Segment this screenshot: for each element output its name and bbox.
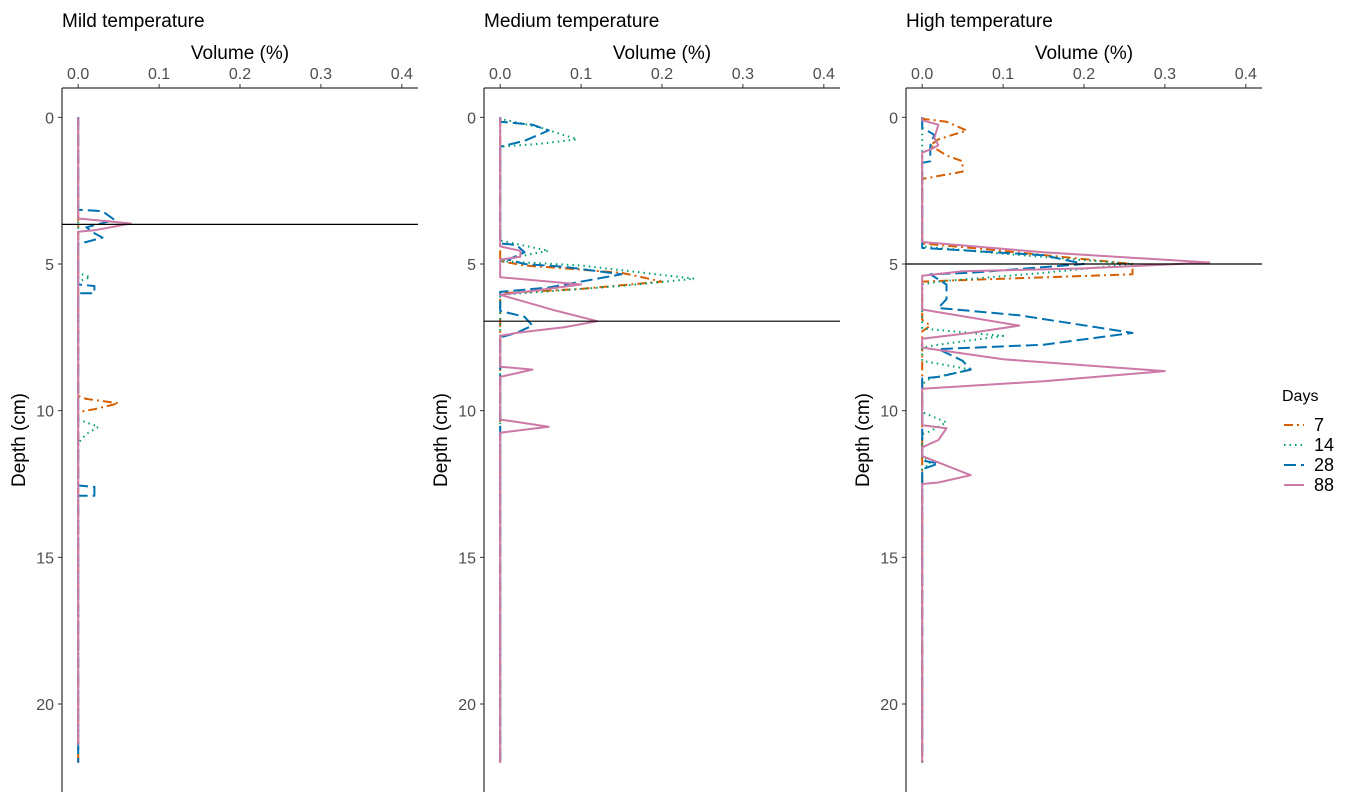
- x-tick-label: 0.4: [1235, 66, 1257, 83]
- legend-label-88: 88: [1314, 475, 1334, 495]
- x-tick-label: 0.0: [67, 66, 89, 83]
- x-axis-label: Volume (%): [191, 43, 289, 64]
- x-tick-label: 0.0: [489, 66, 511, 83]
- y-tick-label: 5: [467, 257, 476, 274]
- y-tick-label: 15: [36, 550, 54, 567]
- y-tick-label: 10: [880, 404, 898, 421]
- series-line-7: [77, 117, 120, 763]
- x-tick-label: 0.4: [391, 66, 413, 83]
- x-tick-label: 0.2: [651, 66, 673, 83]
- x-tick-label: 0.2: [1073, 66, 1095, 83]
- panel-3: High temperature Volume (%) 0.0 0.1 0.2 0.3 0.…: [853, 11, 1262, 792]
- y-tick-label: 0: [889, 110, 898, 127]
- panel-2: Medium temperature Volume (%) 0.0 0.1 0.2 0.3…: [431, 11, 840, 792]
- legend-label-7: 7: [1314, 415, 1324, 435]
- series-line-7: [499, 117, 663, 763]
- series-line-14: [921, 117, 1134, 763]
- y-tick-label: 20: [458, 697, 476, 714]
- x-tick-label: 0.2: [229, 66, 251, 83]
- x-axis-label: Volume (%): [613, 43, 711, 64]
- x-tick-label: 0.4: [813, 66, 835, 83]
- panel-title: High temperature: [906, 11, 1053, 32]
- series-line-88: [499, 117, 599, 763]
- y-tick-label: 20: [880, 697, 898, 714]
- x-tick-label: 0.3: [732, 66, 754, 83]
- legend-label-28: 28: [1314, 455, 1334, 475]
- y-axis-label: Depth (cm): [9, 393, 30, 487]
- y-axis-label: Depth (cm): [853, 393, 874, 487]
- panels: Mild temperature Volume (%) 0.0 0.1 0.2 0.3 0.…: [9, 11, 1262, 792]
- series-line-7: [921, 117, 1134, 763]
- y-tick-label: 15: [458, 550, 476, 567]
- x-tick-label: 0.0: [911, 66, 933, 83]
- y-tick-label: 15: [880, 550, 898, 567]
- x-tick-label: 0.3: [1154, 66, 1176, 83]
- y-tick-label: 5: [889, 257, 898, 274]
- panel-title: Mild temperature: [62, 11, 205, 32]
- y-tick-label: 20: [36, 697, 54, 714]
- series-line-28: [499, 117, 623, 763]
- y-axis-label: Depth (cm): [431, 393, 452, 487]
- x-axis-label: Volume (%): [1035, 43, 1133, 64]
- series-line-88: [77, 117, 132, 746]
- y-tick-label: 10: [36, 404, 54, 421]
- y-tick-label: 0: [467, 110, 476, 127]
- y-tick-label: 0: [45, 110, 54, 127]
- legend-title: Days: [1282, 388, 1318, 405]
- y-tick-label: 10: [458, 404, 476, 421]
- series-line-28: [77, 117, 116, 763]
- x-tick-label: 0.1: [570, 66, 592, 83]
- series-line-14: [499, 117, 696, 763]
- panel-title: Medium temperature: [484, 11, 659, 32]
- y-tick-label: 5: [45, 257, 54, 274]
- series-line-88: [921, 117, 1211, 763]
- legend-label-14: 14: [1314, 435, 1334, 455]
- x-tick-label: 0.3: [310, 66, 332, 83]
- series-line-14: [77, 117, 100, 763]
- panel-1: Mild temperature Volume (%) 0.0 0.1 0.2 0.3 0.…: [9, 11, 418, 792]
- x-tick-label: 0.1: [148, 66, 170, 83]
- series-line-28: [921, 117, 1134, 763]
- x-tick-label: 0.1: [992, 66, 1014, 83]
